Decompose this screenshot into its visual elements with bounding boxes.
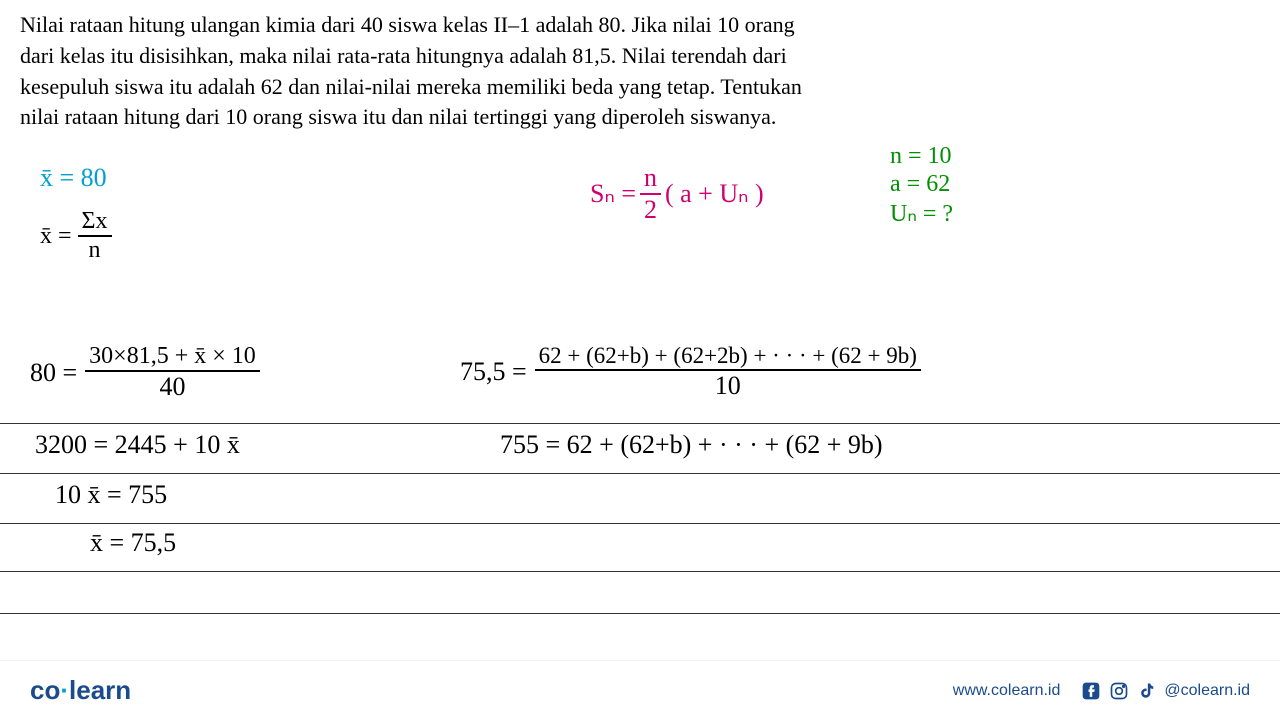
sn-rest: ( a + Uₙ )	[665, 179, 764, 209]
problem-line-1: Nilai rataan hitung ulangan kimia dari 4…	[20, 10, 1260, 41]
footer-url: www.colearn.id	[953, 682, 1061, 700]
equation-6: 755 = 62 + (62+b) + · · · + (62 + 9b)	[500, 430, 883, 460]
problem-statement: Nilai rataan hitung ulangan kimia dari 4…	[0, 0, 1280, 133]
mean-formula-denominator: n	[85, 237, 105, 264]
equation-3: 10 x̄ = 755	[55, 480, 167, 510]
mean-equals-80: x̄ = 80	[40, 163, 107, 193]
footer: co·learn www.colearn.id @colearn.id	[0, 660, 1280, 720]
equation-5: 75,5 = 62 + (62+b) + (62+2b) + · · · + (…	[460, 343, 921, 401]
ruled-line-3	[0, 523, 1280, 524]
logo-co: co	[30, 675, 60, 705]
ruled-line-2	[0, 473, 1280, 474]
work-area: x̄ = 80 x̄ = Σx n Sₙ = n 2 ( a + Uₙ ) n …	[0, 133, 1280, 653]
eq5-numerator: 62 + (62+b) + (62+2b) + · · · + (62 + 9b…	[535, 343, 921, 371]
sn-label: Sₙ =	[590, 179, 636, 209]
equation-4: x̄ = 75,5	[90, 528, 176, 558]
logo-dot: ·	[60, 675, 69, 705]
eq1-numerator: 30×81,5 + x̄ × 10	[85, 343, 260, 372]
eq5-lhs: 75,5 =	[460, 357, 527, 387]
n-equals-10: n = 10	[890, 143, 952, 170]
mean-formula: x̄ = Σx n	[40, 208, 112, 264]
sn-formula: Sₙ = n 2 ( a + Uₙ )	[590, 163, 764, 225]
problem-line-2: dari kelas itu disisihkan, maka nilai ra…	[20, 41, 1260, 72]
eq1-lhs: 80 =	[30, 358, 77, 388]
problem-line-3: kesepuluh siswa itu adalah 62 dan nilai-…	[20, 72, 1260, 103]
colearn-logo: co·learn	[30, 675, 131, 706]
social-icons: @colearn.id	[1080, 680, 1250, 702]
footer-handle: @colearn.id	[1164, 682, 1250, 700]
eq5-denominator: 10	[711, 371, 745, 401]
ruled-line-4	[0, 571, 1280, 572]
un-unknown: Uₙ = ?	[890, 199, 953, 228]
ruled-line-1	[0, 423, 1280, 424]
tiktok-icon	[1136, 680, 1158, 702]
a-equals-62: a = 62	[890, 171, 950, 198]
eq1-denominator: 40	[155, 372, 189, 402]
footer-right: www.colearn.id @colearn.id	[953, 680, 1250, 702]
sn-frac-num: n	[640, 163, 661, 195]
equation-2: 3200 = 2445 + 10 x̄	[35, 430, 240, 460]
sn-frac-den: 2	[640, 195, 661, 225]
mean-formula-lhs: x̄ =	[40, 223, 72, 250]
mean-formula-numerator: Σx	[78, 208, 112, 237]
ruled-line-5	[0, 613, 1280, 614]
problem-line-4: nilai rataan hitung dari 10 orang siswa …	[20, 102, 1260, 133]
logo-learn: learn	[69, 675, 131, 705]
equation-1: 80 = 30×81,5 + x̄ × 10 40	[30, 343, 260, 402]
facebook-icon	[1080, 680, 1102, 702]
instagram-icon	[1108, 680, 1130, 702]
